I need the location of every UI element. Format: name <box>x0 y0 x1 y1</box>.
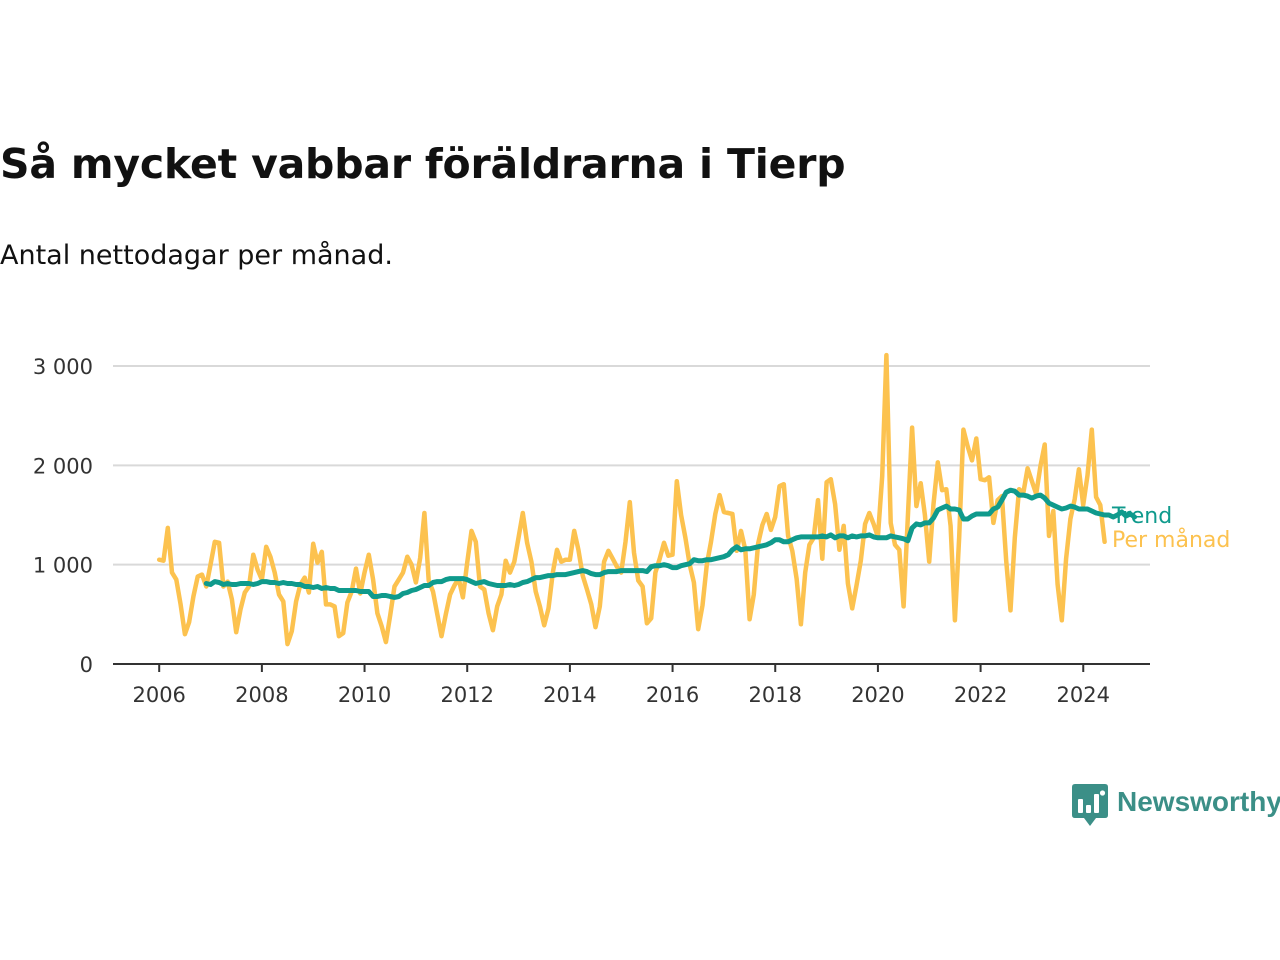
series-label-trend: Trend <box>1111 504 1172 529</box>
series-line-per-manad <box>156 352 1107 647</box>
series-line-trend <box>203 487 1138 600</box>
brand-name: Newsworthy <box>1117 786 1280 817</box>
y-tick-label: 3 000 <box>33 355 93 379</box>
line-chart: 0 1 000 2 000 3 000 2006 2008 2010 2012 2014 2016… <box>33 352 1230 707</box>
x-tick-label: 2022 <box>954 683 1007 707</box>
x-tick-label: 2006 <box>132 683 185 707</box>
x-tick-label: 2018 <box>749 683 802 707</box>
y-tick-label: 2 000 <box>33 454 93 478</box>
series-lines <box>156 352 1138 647</box>
x-tick-label: 2014 <box>543 683 596 707</box>
chart-subtitle: Antal nettodagar per månad. <box>0 240 393 271</box>
axes: 0 1 000 2 000 3 000 2006 2008 2010 2012 2014 2016… <box>33 355 1150 707</box>
x-tick-label: 2010 <box>338 683 391 707</box>
newsworthy-logo: Newsworthy <box>1072 784 1280 828</box>
x-tick-label: 2008 <box>235 683 288 707</box>
y-tick-label: 1 000 <box>33 554 93 578</box>
series-label-per-manad: Per månad <box>1112 527 1230 553</box>
newsworthy-logo-icon <box>1072 784 1108 826</box>
x-tick-label: 2024 <box>1057 683 1110 707</box>
x-tick-label: 2016 <box>646 683 699 707</box>
x-tick-label: 2020 <box>851 683 904 707</box>
x-tick-label: 2012 <box>440 683 493 707</box>
chart-title: Så mycket vabbar föräldrarna i Tierp <box>0 140 846 188</box>
y-tick-label: 0 <box>80 653 93 677</box>
